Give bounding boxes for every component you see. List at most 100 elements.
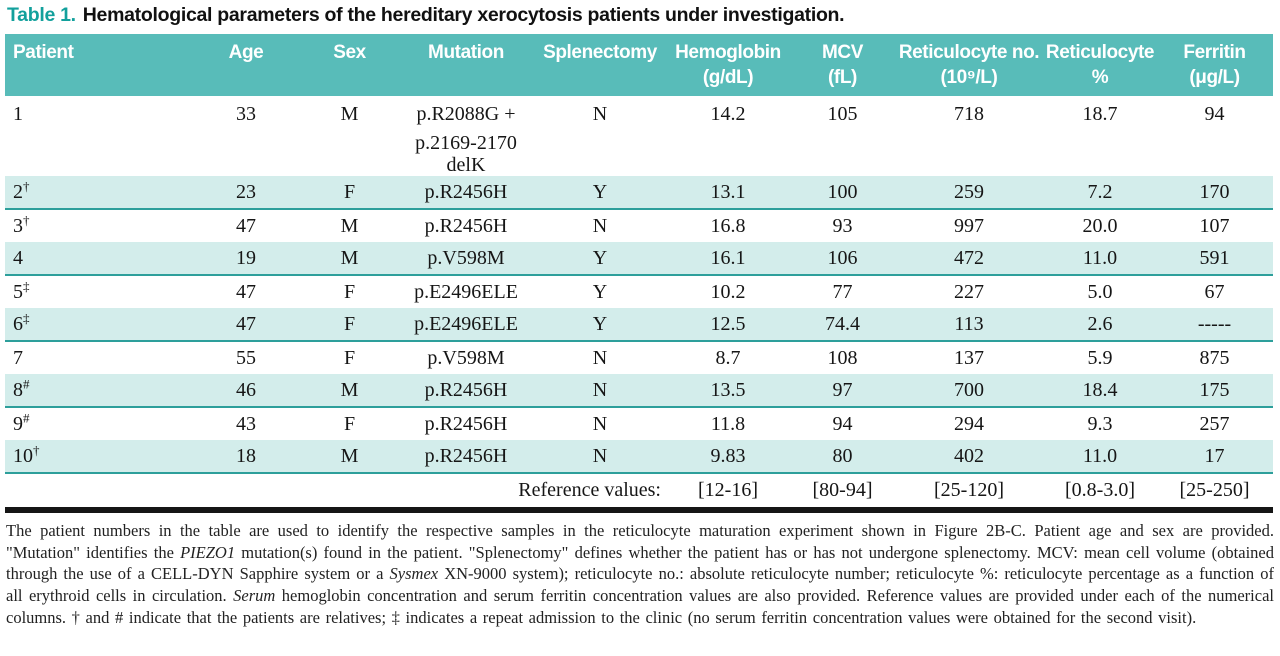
age-cell: 47	[236, 215, 256, 237]
patient-cell: 8#	[5, 374, 190, 408]
patient-footnote-marker: #	[23, 410, 30, 426]
patient-cell: 5‡	[13, 278, 30, 303]
footnote-italic-term: PIEZO1	[180, 542, 236, 562]
retic_no-cell: 227	[954, 281, 984, 303]
mcv-cell: 106	[791, 242, 894, 276]
retic_pct-cell: 18.4	[1044, 374, 1156, 408]
col-header-splenectomy: Splenectomy	[535, 34, 665, 96]
mcv-cell: 93	[832, 215, 853, 237]
col-header-patient: Patient	[5, 34, 190, 96]
sex-cell: F	[302, 308, 397, 342]
mcv-cell: 80	[791, 440, 894, 474]
mutation-cell: p.R2456H	[424, 215, 508, 237]
age-cell: 19	[190, 242, 302, 276]
ferritin-cell: 257	[1199, 413, 1230, 435]
reference-ferritin-cell: [25-250]	[1179, 479, 1250, 501]
sex-cell: F	[343, 281, 356, 303]
splenectomy-cell: Y	[535, 308, 665, 342]
footnote-italic-term: Serum	[233, 586, 276, 606]
col-header-mcv: MCV (fL)	[791, 34, 894, 96]
patient-cell: 9#	[13, 410, 30, 435]
reference-retic_no-cell: [25-120]	[934, 479, 1004, 501]
col-header-mutation: Mutation	[397, 34, 535, 96]
header-row: Patient Age Sex Mutation Splenectomy Hemoglob…	[5, 34, 1273, 96]
age-cell: 23	[190, 176, 302, 210]
splenectomy-cell: Y	[535, 176, 665, 210]
age-cell: 18	[190, 440, 302, 474]
retic_pct-cell: 20.0	[1082, 215, 1118, 237]
hemoglobin-cell: 13.5	[665, 374, 791, 408]
patient-footnote-marker: ‡	[23, 278, 30, 294]
retic_no-cell: 472	[894, 242, 1044, 276]
reference-empty-cell	[5, 473, 397, 506]
retic_no-cell: 294	[954, 413, 984, 435]
table-header: Patient Age Sex Mutation Splenectomy Hemoglob…	[5, 34, 1273, 96]
footnote-segment: hemoglobin concentration and serum ferri…	[6, 586, 1274, 627]
retic_pct-cell: 5.9	[1087, 347, 1113, 369]
ferritin-cell: 107	[1199, 215, 1230, 237]
retic_pct-cell: 9.3	[1087, 413, 1113, 435]
mutation-cell: p.E2496ELE	[397, 308, 535, 342]
ferritin-cell: 17	[1156, 440, 1273, 474]
patient-cell: 3†	[13, 212, 30, 237]
retic_pct-cell: 11.0	[1044, 242, 1156, 276]
age-cell: 46	[190, 374, 302, 408]
sex-cell: F	[343, 347, 356, 369]
retic_pct-cell: 7.2	[1044, 176, 1156, 210]
mutation-cell: p.E2496ELE	[414, 281, 518, 303]
retic_no-cell: 113	[894, 308, 1044, 342]
patient-cell: 6‡	[5, 308, 190, 342]
table-title: Table 1. Hematological parameters of the …	[7, 4, 1274, 27]
reference-retic_pct-cell: [0.8-3.0]	[1065, 479, 1135, 501]
mcv-cell: 77	[832, 281, 853, 303]
footnote-segment: XN-9000 system); reticulocyte no.: absol…	[6, 564, 1274, 606]
age-cell: 47	[190, 308, 302, 342]
footnote-segment: mutation(s) found in the patient. "Splen…	[6, 542, 1274, 584]
splenectomy-cell: N	[535, 374, 665, 408]
age-cell: 55	[236, 347, 256, 369]
retic_pct-cell: 18.7	[1082, 103, 1118, 125]
hemoglobin-cell: 11.8	[710, 413, 746, 435]
col-header-sex: Sex	[302, 34, 397, 96]
patient-cell: 1	[13, 103, 23, 125]
retic_no-cell: 718	[954, 103, 984, 125]
age-cell: 33	[236, 103, 256, 125]
mutation-cell: p.R2456H	[397, 374, 535, 408]
splenectomy-cell: Y	[592, 281, 608, 303]
mutation-cell: p.R2456H	[397, 440, 535, 474]
patient-cell: 10†	[5, 440, 190, 474]
ferritin-cell: 170	[1156, 176, 1273, 210]
hemoglobin-cell: 8.7	[715, 347, 741, 369]
retic_pct-cell: 2.6	[1044, 308, 1156, 342]
hemoglobin-cell: 16.1	[665, 242, 791, 276]
table-number-label: Table 1.	[7, 4, 76, 26]
footnote-italic-term: Sysmex	[389, 564, 439, 584]
ferritin-cell: 67	[1204, 281, 1225, 303]
sex-cell: M	[340, 215, 359, 237]
mcv-cell: 97	[791, 374, 894, 408]
retic_no-cell: 259	[894, 176, 1044, 210]
hemoglobin-cell: 13.1	[665, 176, 791, 210]
splenectomy-cell: N	[535, 440, 665, 474]
ferritin-cell: 94	[1204, 103, 1225, 125]
reference-values-label: Reference values:	[518, 479, 661, 501]
sex-cell: M	[302, 440, 397, 474]
ferritin-cell: -----	[1156, 308, 1273, 342]
col-header-hemoglobin: Hemoglobin (g/dL)	[665, 34, 791, 96]
col-header-age: Age	[190, 34, 302, 96]
retic_no-cell: 997	[954, 215, 984, 237]
retic_no-cell: 402	[894, 440, 1044, 474]
mcv-cell: 108	[827, 347, 858, 369]
table-title-text: Hematological parameters of the heredita…	[82, 4, 845, 26]
patient-footnote-marker: †	[23, 178, 30, 194]
sex-cell: M	[302, 374, 397, 408]
retic_no-cell: 137	[954, 347, 984, 369]
